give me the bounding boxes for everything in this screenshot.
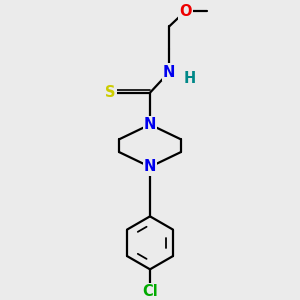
Text: N: N: [163, 64, 175, 80]
Text: N: N: [144, 117, 156, 132]
Text: H: H: [184, 70, 196, 86]
Text: Cl: Cl: [142, 284, 158, 299]
Text: N: N: [144, 159, 156, 174]
Text: S: S: [105, 85, 116, 100]
Text: O: O: [179, 4, 192, 19]
